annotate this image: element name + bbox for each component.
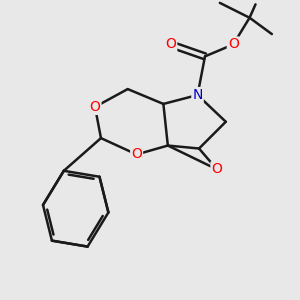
Text: O: O	[90, 100, 101, 114]
Text: O: O	[212, 162, 222, 176]
Text: O: O	[228, 38, 239, 52]
Text: O: O	[131, 148, 142, 161]
Text: O: O	[165, 38, 176, 52]
Text: N: N	[192, 88, 203, 102]
